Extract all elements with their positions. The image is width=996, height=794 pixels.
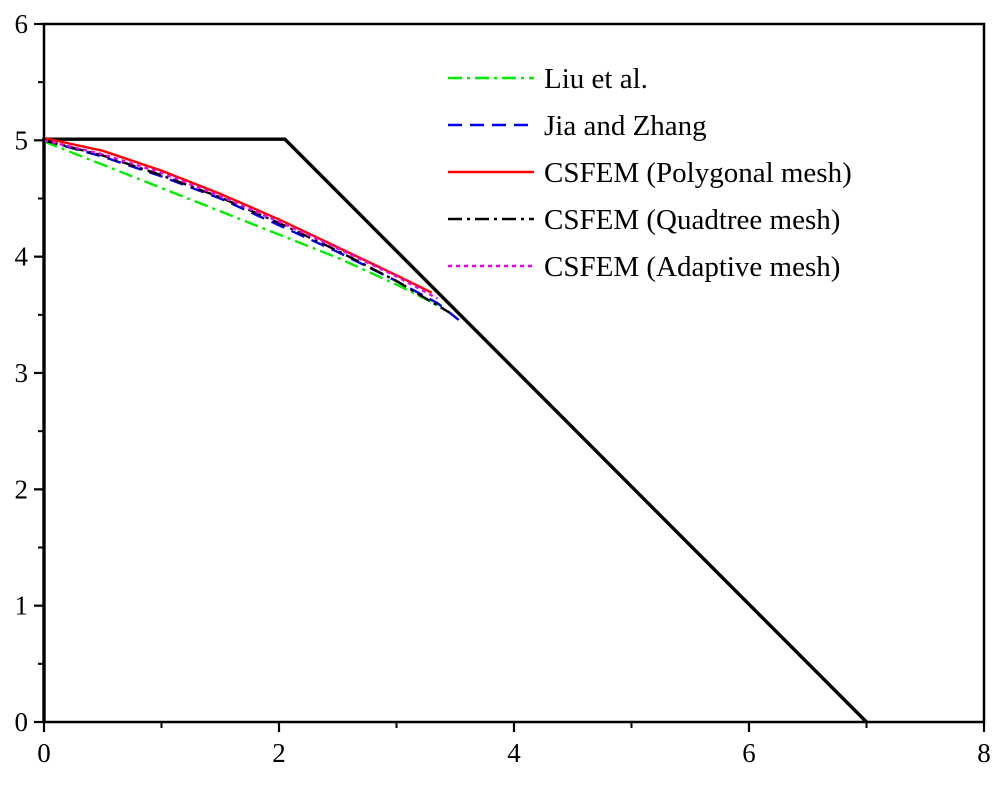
x-tick-label: 6 xyxy=(742,738,756,768)
series-line-3 xyxy=(43,136,433,294)
legend-label-5: CSFEM (Adaptive mesh) xyxy=(544,251,840,283)
y-tick-label: 5 xyxy=(15,125,29,155)
series-line-1 xyxy=(43,140,445,309)
y-tick-label: 1 xyxy=(15,591,29,621)
tick-labels: 0 2 4 6 8 0 1 2 3 4 5 6 xyxy=(15,9,991,768)
legend-label-3: CSFEM (Polygonal mesh) xyxy=(544,157,852,189)
series-layer xyxy=(43,136,462,323)
axis-ticks xyxy=(34,22,986,732)
legend-label-4: CSFEM (Quadtree mesh) xyxy=(544,204,840,236)
x-tick-label: 0 xyxy=(37,738,51,768)
x-tick-label: 8 xyxy=(977,738,991,768)
legend-label-2: Jia and Zhang xyxy=(544,110,707,142)
series-line-5 xyxy=(43,139,439,300)
plot-frame xyxy=(42,22,986,724)
x-tick-label: 2 xyxy=(272,738,286,768)
legend-label-1: Liu et al. xyxy=(544,63,648,95)
y-tick-label: 2 xyxy=(15,474,29,504)
legend: Liu et al. Jia and Zhang CSFEM (Polygonal … xyxy=(448,63,852,283)
y-tick-label: 6 xyxy=(15,9,29,39)
x-tick-label: 4 xyxy=(507,738,521,768)
y-tick-label: 4 xyxy=(15,242,29,272)
y-tick-label: 3 xyxy=(15,358,29,388)
series-line-2 xyxy=(43,139,462,323)
y-tick-label: 0 xyxy=(15,707,29,737)
